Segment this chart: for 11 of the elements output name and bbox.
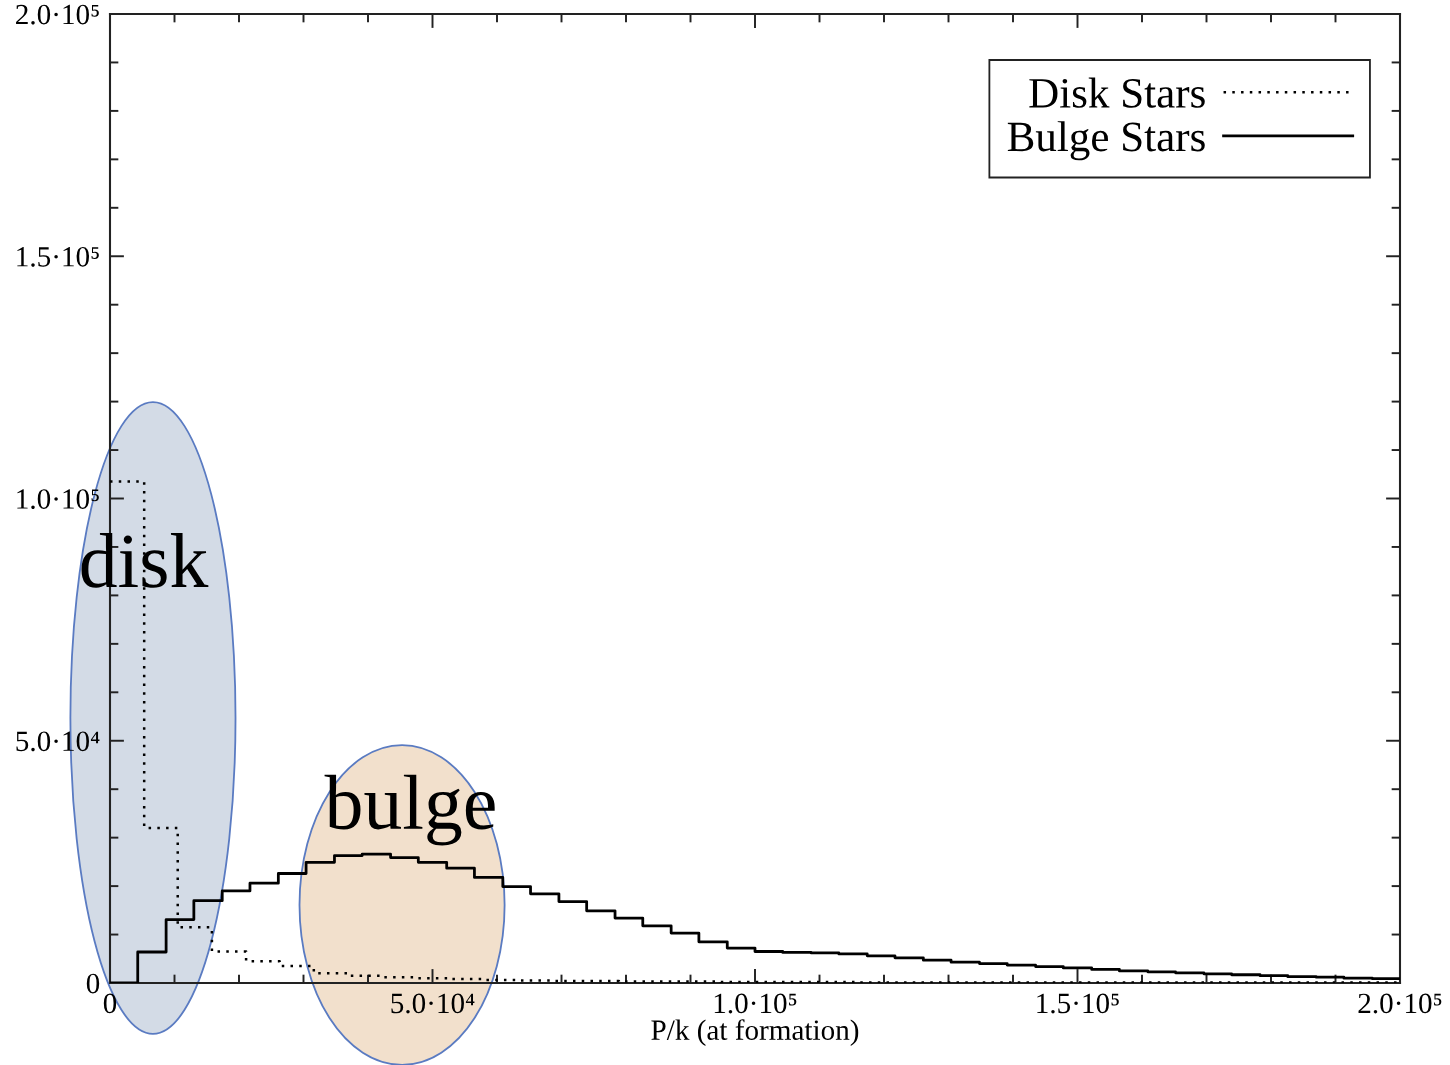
x-tick-label: 1.5·10⁵ xyxy=(1037,993,1119,1014)
x-tick-label: 1.0·10⁵ xyxy=(714,993,797,1014)
x-tick-label: 5.0·10⁴ xyxy=(391,993,475,1014)
y-tick-label: 0 xyxy=(86,973,100,994)
x-tick-label: 2.0·10⁵ xyxy=(1358,993,1442,1014)
x-axis-title: P/k (at formation) xyxy=(651,1019,859,1046)
legend-label: Disk Stars xyxy=(1029,77,1205,108)
y-tick-label: 1.5·10⁵ xyxy=(17,246,99,267)
legend-label: Bulge Stars xyxy=(1007,121,1205,161)
x-tick-label: 0 xyxy=(103,993,117,1014)
y-tick-label: 2.0·10⁵ xyxy=(16,4,99,25)
